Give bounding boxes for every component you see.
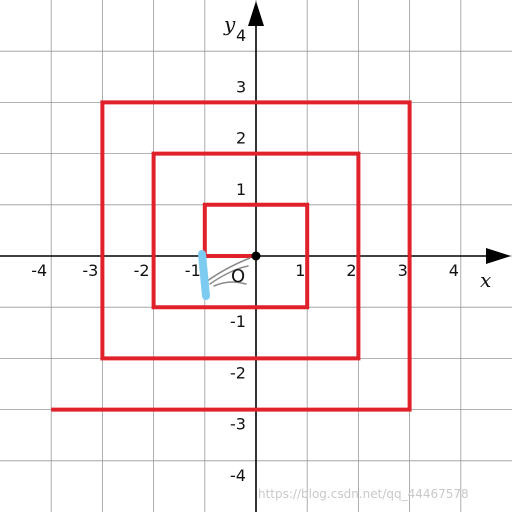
- y-axis-arrow-icon: [248, 1, 264, 26]
- y-tick-label: -1: [230, 312, 246, 331]
- highlight-marker: [198, 250, 210, 300]
- y-tick-label: 2: [236, 129, 246, 148]
- x-tick-label: 4: [449, 261, 459, 280]
- x-tick-labels: -4 -3 -2 -1 1 2 3 4: [31, 261, 459, 280]
- x-tick-label: -3: [82, 261, 98, 280]
- y-tick-label: 1: [236, 180, 246, 199]
- origin-point: [251, 251, 261, 261]
- y-tick-label: -3: [230, 415, 246, 434]
- x-tick-label: 3: [398, 261, 408, 280]
- x-tick-label: 1: [295, 261, 305, 280]
- y-tick-label: 3: [236, 77, 246, 96]
- y-tick-label: 4: [236, 26, 246, 45]
- x-axis-label: x: [480, 268, 491, 292]
- pen-scribble: [205, 257, 251, 287]
- y-axis-label: y: [223, 12, 236, 36]
- y-tick-labels: 4 3 2 1 -1 -2 -3 -4: [230, 26, 246, 485]
- y-tick-label: -4: [230, 466, 246, 485]
- x-tick-label: -2: [134, 261, 150, 280]
- x-axis-arrow-icon: [486, 248, 511, 264]
- y-tick-label: -2: [230, 363, 246, 382]
- origin-label: O: [231, 266, 245, 287]
- watermark: https://blog.csdn.net/qq_44467578: [258, 487, 469, 501]
- spiral-path: [51, 100, 412, 412]
- x-tick-label: -4: [31, 261, 47, 280]
- x-tick-label: 2: [346, 261, 356, 280]
- x-tick-label: -1: [185, 261, 201, 280]
